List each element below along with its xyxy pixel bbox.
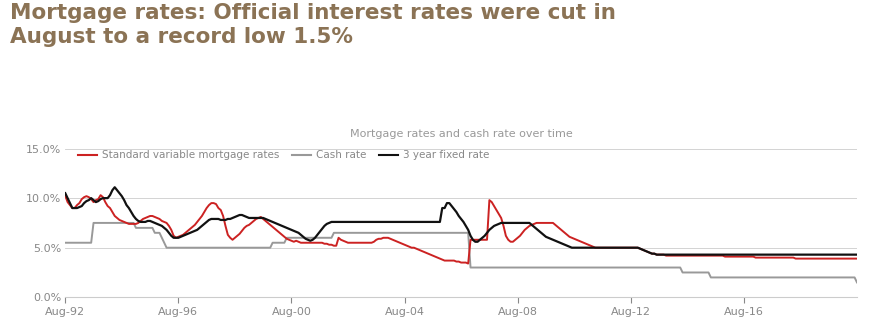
Legend: Standard variable mortgage rates, Cash rate, 3 year fixed rate: Standard variable mortgage rates, Cash r… <box>78 150 489 160</box>
Text: Mortgage rates: Official interest rates were cut in
August to a record low 1.5%: Mortgage rates: Official interest rates … <box>10 3 615 47</box>
Title: Mortgage rates and cash rate over time: Mortgage rates and cash rate over time <box>349 129 572 139</box>
